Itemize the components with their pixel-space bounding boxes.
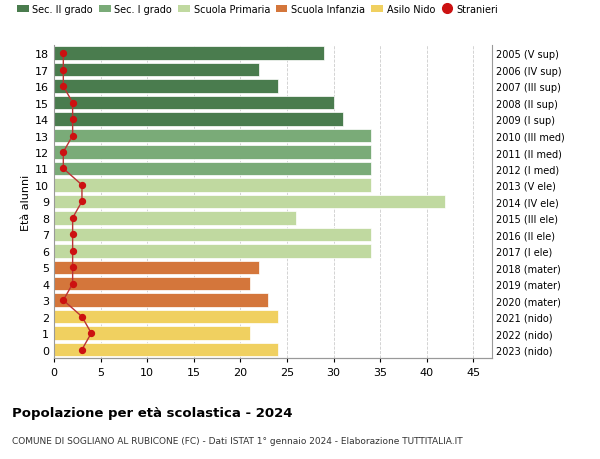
Bar [54, 294, 268, 307]
Point [59, 67, 68, 74]
Bar [54, 212, 296, 225]
Point [59, 50, 68, 58]
Point [68, 133, 77, 140]
Point [77, 313, 87, 321]
Point [68, 215, 77, 222]
Bar [54, 162, 371, 176]
Point [77, 198, 87, 206]
Point [59, 83, 68, 90]
Point [68, 231, 77, 239]
Bar [54, 327, 250, 340]
Bar [54, 97, 334, 110]
Bar [54, 80, 278, 94]
Point [68, 264, 77, 271]
Bar [54, 129, 371, 143]
Bar [54, 179, 371, 192]
Text: COMUNE DI SOGLIANO AL RUBICONE (FC) - Dati ISTAT 1° gennaio 2024 - Elaborazione : COMUNE DI SOGLIANO AL RUBICONE (FC) - Da… [12, 436, 463, 445]
Point [68, 280, 77, 288]
Bar [54, 261, 259, 274]
Bar [54, 228, 371, 241]
Bar [54, 195, 445, 209]
Bar [54, 277, 250, 291]
Point [68, 116, 77, 123]
Point [86, 330, 96, 337]
Point [59, 165, 68, 173]
Bar [54, 310, 278, 324]
Point [77, 182, 87, 189]
Point [77, 346, 87, 353]
Bar [54, 64, 259, 77]
Point [68, 247, 77, 255]
Y-axis label: Età alunni: Età alunni [21, 174, 31, 230]
Bar [54, 245, 371, 258]
Bar [54, 113, 343, 127]
Text: Popolazione per età scolastica - 2024: Popolazione per età scolastica - 2024 [12, 406, 293, 419]
Point [59, 149, 68, 157]
Bar [54, 146, 371, 159]
Bar [54, 343, 278, 357]
Legend: Sec. II grado, Sec. I grado, Scuola Primaria, Scuola Infanzia, Asilo Nido, Stran: Sec. II grado, Sec. I grado, Scuola Prim… [17, 5, 498, 15]
Point [68, 100, 77, 107]
Point [59, 297, 68, 304]
Bar [54, 47, 324, 61]
